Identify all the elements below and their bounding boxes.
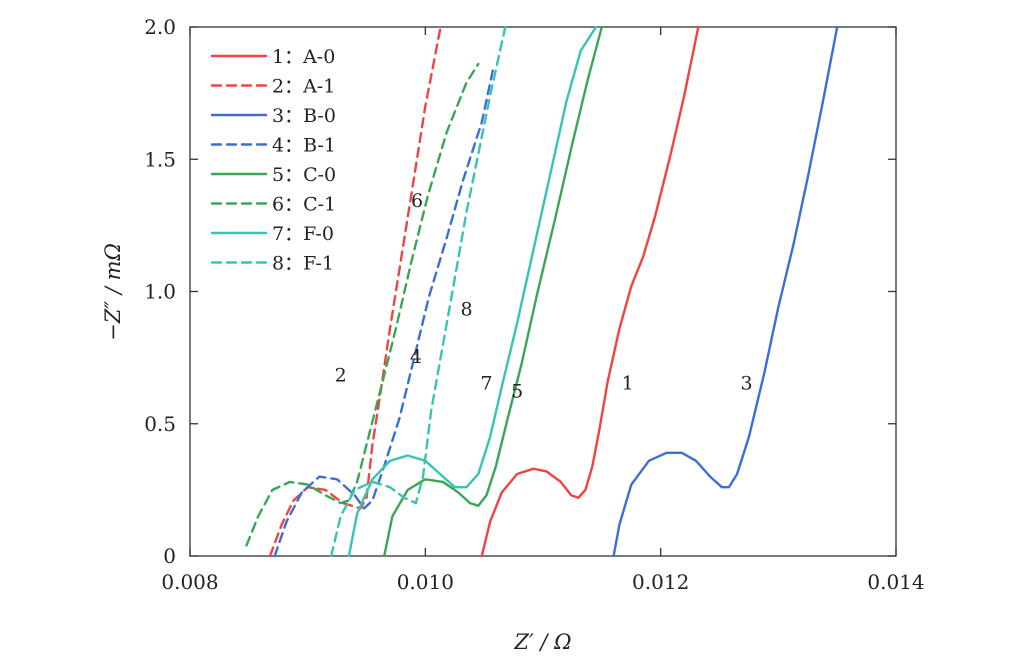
curve-label-3: 3 xyxy=(741,372,753,394)
curve-label-7: 7 xyxy=(480,372,492,394)
legend-label-2: 2：A-1 xyxy=(272,76,335,98)
legend-label-4: 4：B-1 xyxy=(272,135,336,157)
legend-label-6: 6：C-1 xyxy=(272,194,336,216)
series-line-3 xyxy=(612,25,839,558)
x-tick-label: 0.010 xyxy=(397,570,454,594)
x-tick-label: 0.012 xyxy=(632,570,689,594)
curve-number-labels: 2 6 4 8 7 5 1 3 xyxy=(335,190,753,402)
series-line-7 xyxy=(347,25,598,558)
y-tick-label: 1.5 xyxy=(144,147,176,171)
y-tick-label: 0 xyxy=(163,544,176,568)
series-curves xyxy=(245,25,839,558)
curve-label-1: 1 xyxy=(622,372,634,394)
axis-ticks xyxy=(189,26,897,557)
y-axis-label: −Z″ / mΩ xyxy=(101,243,125,341)
curve-label-2: 2 xyxy=(335,364,347,386)
curve-label-8: 8 xyxy=(460,298,472,320)
x-tick-label: 0.014 xyxy=(867,570,924,594)
legend-label-8: 8：F-1 xyxy=(272,253,334,275)
x-axis-label: Z′ / Ω xyxy=(513,630,571,654)
series-line-1 xyxy=(480,25,700,558)
y-tick-label: 2.0 xyxy=(144,15,176,39)
axis-tick-labels: 0.008 0.010 0.012 0.014 0 0.5 1.0 1.5 2.0 xyxy=(144,15,924,594)
series-line-8 xyxy=(330,25,507,558)
x-tick-label: 0.008 xyxy=(161,570,218,594)
curve-label-5: 5 xyxy=(511,380,523,402)
legend: 1：A-0 2：A-1 3：B-0 4：B-1 5：C-0 6：C-1 7：F-0 8：F-1 xyxy=(210,46,336,275)
series-line-6 xyxy=(245,62,480,547)
legend-label-1: 1：A-0 xyxy=(272,46,335,68)
series-line-5 xyxy=(383,25,603,558)
curve-label-4: 4 xyxy=(410,346,422,368)
y-tick-label: 1.0 xyxy=(144,280,176,304)
y-tick-label: 0.5 xyxy=(144,412,176,436)
legend-label-5: 5：C-0 xyxy=(272,164,336,186)
series-line-2 xyxy=(268,25,442,558)
legend-label-3: 3：B-0 xyxy=(272,105,336,127)
curve-label-6: 6 xyxy=(411,190,423,212)
legend-label-7: 7：F-0 xyxy=(272,223,334,245)
